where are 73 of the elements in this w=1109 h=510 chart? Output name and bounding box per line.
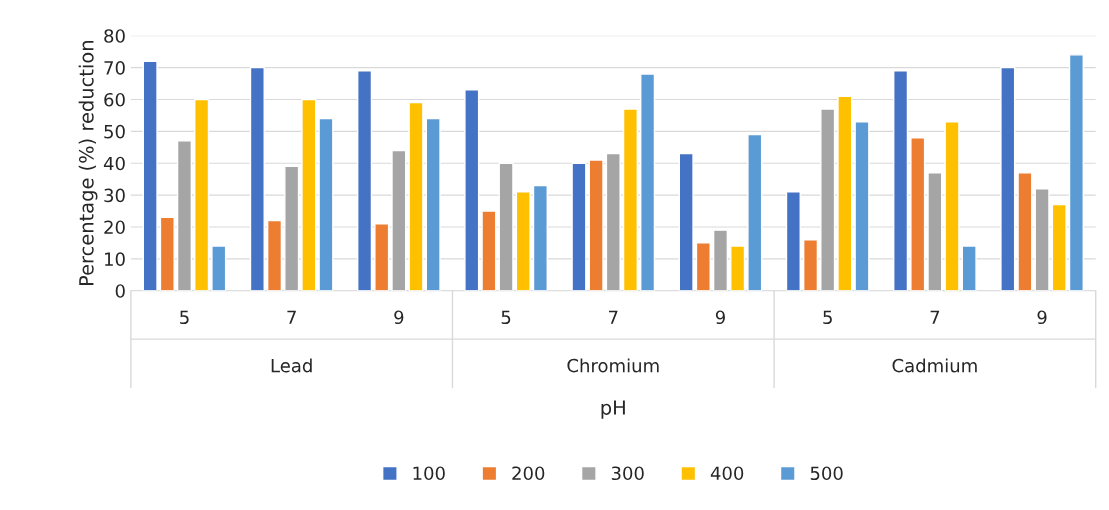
y-tick-label: 60	[104, 92, 125, 107]
bar	[211, 245, 227, 291]
bar	[1017, 172, 1033, 291]
bar	[142, 60, 158, 291]
text: Cadmium	[892, 358, 977, 373]
bar	[910, 137, 926, 291]
bar	[318, 117, 334, 291]
y-axis-title: Percentage (%) reduction	[78, 41, 98, 286]
bar	[481, 210, 497, 291]
bar	[944, 121, 960, 291]
bar	[622, 108, 638, 291]
legend-label: 100	[413, 466, 445, 481]
bar	[571, 162, 587, 291]
x-axis-title: pH	[601, 400, 625, 419]
bar	[712, 229, 729, 291]
x-tick-label: 7	[287, 310, 296, 324]
x-tick-label: 5	[501, 310, 511, 325]
y-tick-label: 40	[103, 156, 125, 171]
bar	[391, 149, 407, 291]
bar	[640, 73, 656, 291]
x-tick-label: 5	[180, 310, 189, 325]
bar	[408, 101, 424, 291]
x-tick-label: 5	[823, 310, 832, 325]
y-tick-label: 80	[104, 29, 125, 43]
bar	[374, 223, 390, 291]
bar	[159, 216, 175, 291]
bar	[194, 98, 210, 291]
bar	[1034, 188, 1050, 291]
bar	[464, 89, 480, 291]
bar	[425, 117, 441, 291]
y-tick-label: 30	[104, 188, 125, 203]
x-tick-label: 7	[609, 310, 618, 324]
legend-label: 400	[710, 466, 744, 481]
bar	[498, 162, 514, 291]
bar	[678, 152, 694, 291]
bar	[249, 66, 265, 291]
y-tick-label: 20	[104, 220, 125, 235]
y-tick-label: 70	[104, 61, 125, 75]
bar	[730, 245, 746, 291]
bar	[532, 184, 548, 291]
bar	[837, 95, 853, 291]
text: Lead	[271, 358, 312, 373]
legend-label: 300	[611, 466, 644, 481]
y-tick-label: 0	[115, 284, 125, 298]
y-tick-label: 10	[105, 252, 125, 266]
bar	[357, 70, 373, 291]
bar	[266, 219, 283, 291]
x-tick-label: 7	[930, 310, 940, 324]
bar	[515, 191, 531, 291]
bar	[1000, 66, 1016, 291]
bar	[820, 108, 836, 291]
bar	[284, 165, 300, 291]
x-tick-label: 9	[394, 310, 404, 325]
bar	[854, 121, 870, 291]
bar	[605, 152, 621, 291]
bar	[1068, 54, 1084, 291]
bar	[927, 172, 943, 291]
bar	[961, 245, 977, 291]
bar	[588, 159, 604, 291]
legend-label: 200	[512, 466, 545, 481]
bar	[802, 239, 819, 291]
y-tick-label: 50	[104, 124, 125, 139]
bar	[176, 140, 193, 291]
bar	[893, 70, 909, 291]
bar	[1051, 203, 1067, 291]
x-tick-label: 9	[1037, 310, 1047, 325]
x-tick-label: 9	[715, 310, 725, 325]
bar	[695, 242, 711, 291]
bar	[747, 133, 763, 291]
text: Chromium	[567, 358, 659, 373]
bar	[301, 98, 317, 291]
legend-label: 500	[810, 466, 843, 481]
bar	[785, 191, 801, 291]
